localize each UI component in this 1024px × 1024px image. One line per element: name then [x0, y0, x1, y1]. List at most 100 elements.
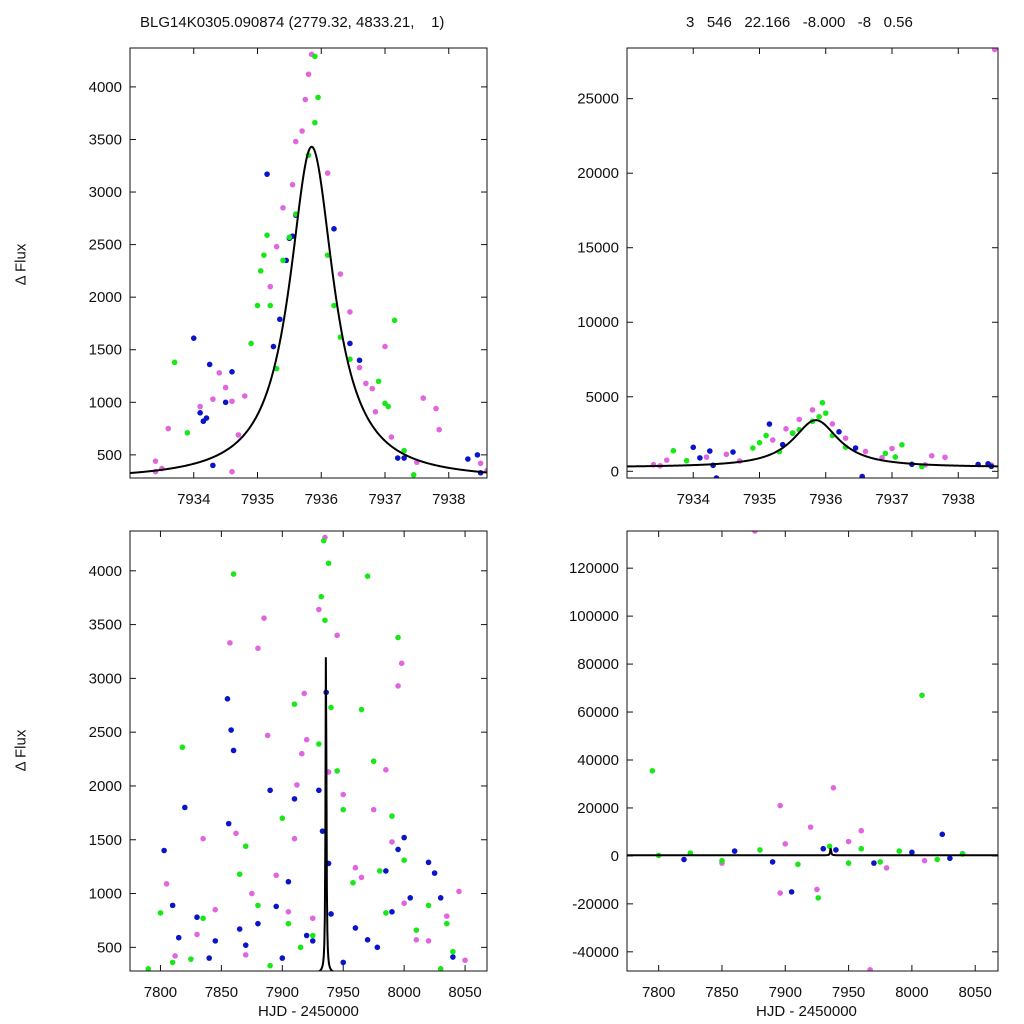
x-axis-label-left: HJD - 2450000: [258, 1003, 359, 1020]
data-point-green: [145, 966, 152, 971]
data-point-green: [383, 910, 389, 916]
data-point-blue: [690, 444, 697, 451]
data-point-blue: [285, 878, 292, 885]
data-point-blue: [909, 849, 915, 856]
data-point-green: [331, 302, 337, 309]
data-point-green: [255, 902, 261, 909]
x-tick-label: 7900: [769, 984, 802, 1001]
data-point-magenta: [324, 170, 331, 176]
data-point-green: [443, 920, 450, 927]
x-tick-label: 7935: [241, 491, 274, 508]
data-point-magenta: [456, 888, 462, 895]
data-point-green: [899, 441, 905, 448]
data-point-magenta: [752, 531, 758, 534]
data-point-green: [291, 701, 298, 708]
data-point-blue: [871, 860, 877, 866]
model-curve: [130, 145, 487, 475]
y-tick-label: 120000: [569, 560, 619, 577]
y-tick-label: 1000: [89, 394, 122, 411]
data-point-blue: [769, 859, 776, 865]
data-point-blue: [197, 410, 203, 416]
data-point-green: [312, 53, 318, 60]
data-point-green: [279, 815, 286, 822]
data-point-green: [437, 966, 444, 971]
y-tick-label: 20000: [577, 165, 619, 182]
data-point-magenta: [436, 426, 442, 433]
y-tick-label: 2000: [89, 289, 122, 306]
data-point-green: [757, 847, 763, 853]
data-point-blue: [465, 456, 471, 462]
y-tick-label: 4000: [89, 563, 122, 580]
data-point-blue: [212, 938, 219, 944]
data-point-green: [410, 472, 417, 478]
data-point-magenta: [301, 690, 308, 697]
data-point-green: [882, 450, 889, 457]
data-point-blue: [222, 399, 229, 406]
data-point-magenta: [889, 445, 895, 452]
data-point-blue: [394, 455, 401, 461]
data-point-green: [919, 692, 925, 699]
x-tick-label: 7937: [368, 491, 401, 508]
data-point-blue: [431, 870, 438, 876]
data-point-magenta: [723, 451, 730, 458]
model-curve: [627, 847, 998, 857]
y-tick-label: 15000: [577, 240, 619, 257]
data-point-green: [358, 706, 365, 713]
y-tick-label: 0: [611, 848, 619, 865]
data-point-blue: [161, 847, 167, 854]
data-point-green: [324, 252, 331, 258]
data-point-magenta: [200, 835, 206, 842]
y-tick-label: 500: [97, 447, 122, 464]
y-tick-label: 0: [611, 463, 619, 480]
x-tick-label: 8050: [448, 984, 481, 1001]
data-point-blue: [340, 959, 347, 966]
plot-frame: [129, 47, 488, 479]
data-point-green: [934, 856, 941, 863]
data-point-magenta: [222, 384, 229, 391]
data-point-magenta: [194, 931, 200, 938]
data-point-magenta: [783, 426, 789, 432]
data-point-green: [334, 768, 340, 774]
data-point-green: [756, 439, 763, 446]
data-point-green: [670, 447, 677, 454]
data-point-magenta: [388, 434, 395, 440]
data-point-magenta: [292, 138, 299, 145]
data-point-magenta: [842, 435, 849, 442]
data-point-magenta: [829, 421, 836, 427]
data-point-magenta: [433, 405, 439, 412]
y-tick-label: 3000: [89, 184, 122, 201]
data-point-green: [230, 571, 237, 577]
model-curve: [317, 657, 335, 971]
data-point-magenta: [197, 403, 203, 410]
data-point-blue: [407, 895, 414, 901]
data-point-green: [364, 573, 371, 579]
data-point-magenta: [316, 606, 322, 613]
data-point-magenta: [398, 660, 405, 667]
data-point-magenta: [356, 364, 363, 371]
y-tick-label: 40000: [577, 752, 619, 769]
data-point-magenta: [796, 416, 803, 423]
data-point-blue: [859, 473, 865, 478]
data-point-magenta: [858, 827, 865, 834]
data-point-blue: [356, 357, 363, 364]
data-point-green: [750, 445, 756, 451]
data-point-blue: [766, 421, 773, 427]
data-point-magenta: [227, 640, 233, 646]
data-point-blue: [731, 848, 738, 854]
data-point-blue: [242, 942, 249, 948]
data-point-blue: [383, 868, 389, 874]
data-point-magenta: [809, 407, 816, 413]
data-point-blue: [264, 171, 270, 177]
data-point-green: [242, 843, 249, 850]
data-point-blue: [347, 340, 353, 347]
data-point-magenta: [845, 838, 852, 845]
data-point-magenta: [264, 732, 271, 739]
data-point-blue: [836, 428, 842, 435]
data-point-green: [267, 302, 274, 309]
x-tick-label: 7938: [432, 491, 465, 508]
data-point-blue: [331, 226, 337, 232]
data-point-magenta: [883, 865, 890, 871]
data-point-green: [763, 432, 769, 439]
x-tick-label: 7934: [177, 491, 210, 508]
